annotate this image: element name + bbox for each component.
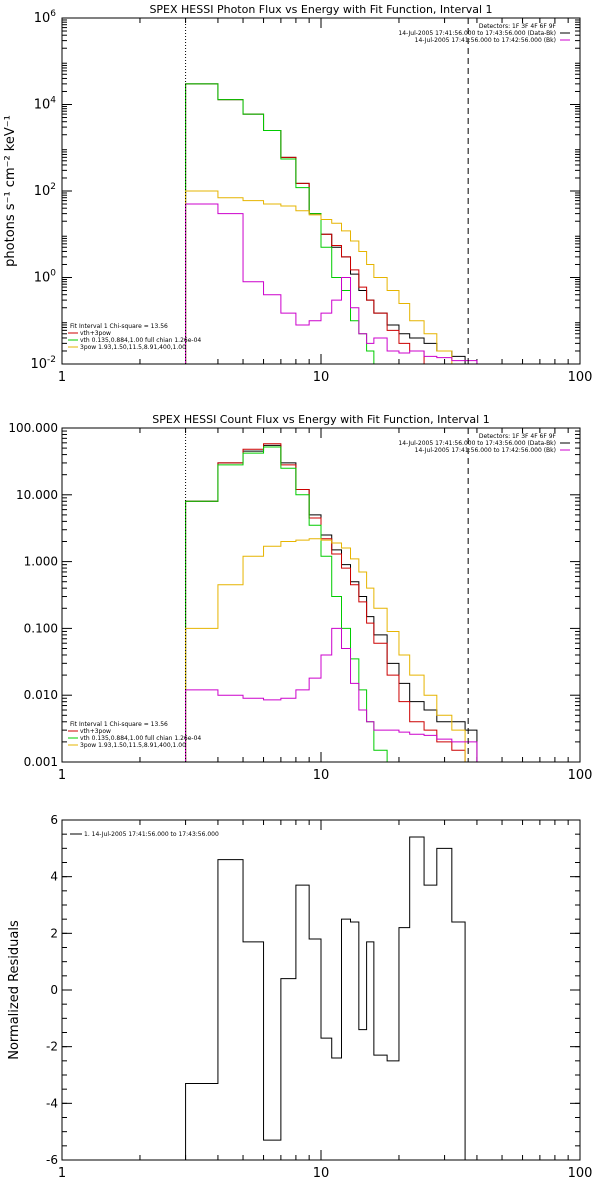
axis-frame xyxy=(61,819,581,1161)
y-axis-label: Normalized Residuals xyxy=(7,920,22,1060)
chart-title: SPEX HESSI Count Flux vs Energy with Fit… xyxy=(152,413,489,426)
series-line-1 xyxy=(185,444,478,762)
axis-frame xyxy=(61,427,581,763)
fit-legend-text: Fit Interval 1 Chi-square = 13.56 xyxy=(70,323,168,330)
x-tick-label: 1 xyxy=(58,1166,66,1181)
fit-legend-text: 3pow 1.93,1.50,11.5,8.91,400,1.00 xyxy=(80,742,186,749)
fit-legend-text: vth+3pow xyxy=(80,330,111,337)
fit-legend-text: vth 0.135,0.884,1.00 full chian 1.26e-04 xyxy=(80,337,201,344)
series-line-5 xyxy=(185,627,478,762)
x-tick-label: 1 xyxy=(58,370,66,385)
y-tick-label: 102 xyxy=(34,182,56,199)
y-tick-base: 10 xyxy=(34,11,51,26)
series-line-1 xyxy=(185,836,466,1160)
legend-header-text: 14-Jul-2005 17:41:56.000 to 17:43:56.000… xyxy=(398,30,556,37)
y-tick-base: 10 xyxy=(34,271,51,286)
series-line-2 xyxy=(185,83,478,364)
x-tick-label: 10 xyxy=(313,370,330,385)
y-tick-label: 6 xyxy=(50,813,58,827)
axis-frame xyxy=(61,17,581,365)
legend-header-text: 14-Jul-2005 17:41:56.000 to 17:42:56.000… xyxy=(415,447,556,454)
data-layer xyxy=(185,443,478,762)
legend-text: 1. 14-Jul-2005 17:41:56.000 to 17:43:56.… xyxy=(84,831,219,838)
y-axis-label: photons s⁻¹ cm⁻² keV⁻¹ xyxy=(3,115,18,267)
y-tick-label: 2 xyxy=(50,926,58,940)
chart-panel-3: Normalized Residuals 1 10 100 -6 -4 -2 0 2 4 6 1. 1… xyxy=(7,813,592,1181)
x-tick-label: 10 xyxy=(313,1166,330,1181)
y-tick-exponent: 6 xyxy=(50,9,56,19)
legend-header-text: Detectors: 1F 3F 4F 6F 9F xyxy=(479,23,557,30)
y-tick-label: 10-2 xyxy=(30,355,56,372)
series-line-4 xyxy=(185,538,477,762)
chart-panel-2: SPEX HESSI Count Flux vs Energy with Fit… xyxy=(8,413,593,783)
y-tick-label: 1.000 xyxy=(24,555,58,569)
y-tick-label: -4 xyxy=(46,1096,58,1110)
x-tick-label: 100 xyxy=(568,370,593,385)
y-tick-label: 0.001 xyxy=(24,755,58,769)
y-tick-label: -2 xyxy=(46,1040,58,1054)
fit-legend-text: 3pow 1.93,1.50,11.5,8.91,400,1.00 xyxy=(80,344,186,351)
y-tick-label: 100.000 xyxy=(8,421,58,435)
series-line-1 xyxy=(185,83,477,364)
x-tick-label: 100 xyxy=(568,1166,593,1181)
y-tick-label: 104 xyxy=(34,96,57,113)
y-tick-label: 0.010 xyxy=(24,688,58,702)
y-tick-exponent: 4 xyxy=(50,96,56,106)
y-tick-base: 10 xyxy=(30,357,47,372)
y-tick-base: 10 xyxy=(34,184,51,199)
series-line-3 xyxy=(185,446,478,762)
data-layer xyxy=(185,83,478,364)
fit-legend-text: vth 0.135,0.884,1.00 full chian 1.26e-04 xyxy=(80,735,201,742)
series-line-4 xyxy=(185,190,478,364)
y-tick-exponent: -2 xyxy=(47,355,56,365)
fit-legend-text: vth+3pow xyxy=(80,728,111,735)
legend-header-text: 14-Jul-2005 17:41:56.000 to 17:43:56.000… xyxy=(398,440,556,447)
y-tick-label: -6 xyxy=(46,1153,58,1167)
data-layer xyxy=(185,836,466,1160)
chart-panel-1: SPEX HESSI Photon Flux vs Energy with Fi… xyxy=(3,3,593,385)
series-line-2 xyxy=(185,443,477,762)
y-tick-exponent: 0 xyxy=(50,269,56,279)
y-tick-label: 0 xyxy=(50,983,58,997)
series-line-5 xyxy=(185,203,478,364)
x-tick-label: 1 xyxy=(58,768,66,783)
chart-title: SPEX HESSI Photon Flux vs Energy with Fi… xyxy=(149,3,492,16)
legend-header-text: 14-Jul-2005 17:41:56.000 to 17:42:56.000… xyxy=(415,37,556,44)
y-tick-label: 10.000 xyxy=(16,488,58,502)
fit-legend-text: Fit Interval 1 Chi-square = 13.56 xyxy=(70,721,168,728)
x-tick-label: 10 xyxy=(313,768,330,783)
y-tick-exponent: 2 xyxy=(50,182,56,192)
series-line-3 xyxy=(185,83,478,364)
y-tick-label: 0.100 xyxy=(24,621,58,635)
y-tick-label: 4 xyxy=(50,870,58,884)
y-tick-label: 100 xyxy=(34,269,57,286)
y-tick-base: 10 xyxy=(34,98,51,113)
x-tick-label: 100 xyxy=(568,768,593,783)
legend-header-text: Detectors: 1F 3F 4F 6F 9F xyxy=(479,433,557,440)
y-tick-label: 106 xyxy=(34,9,57,26)
